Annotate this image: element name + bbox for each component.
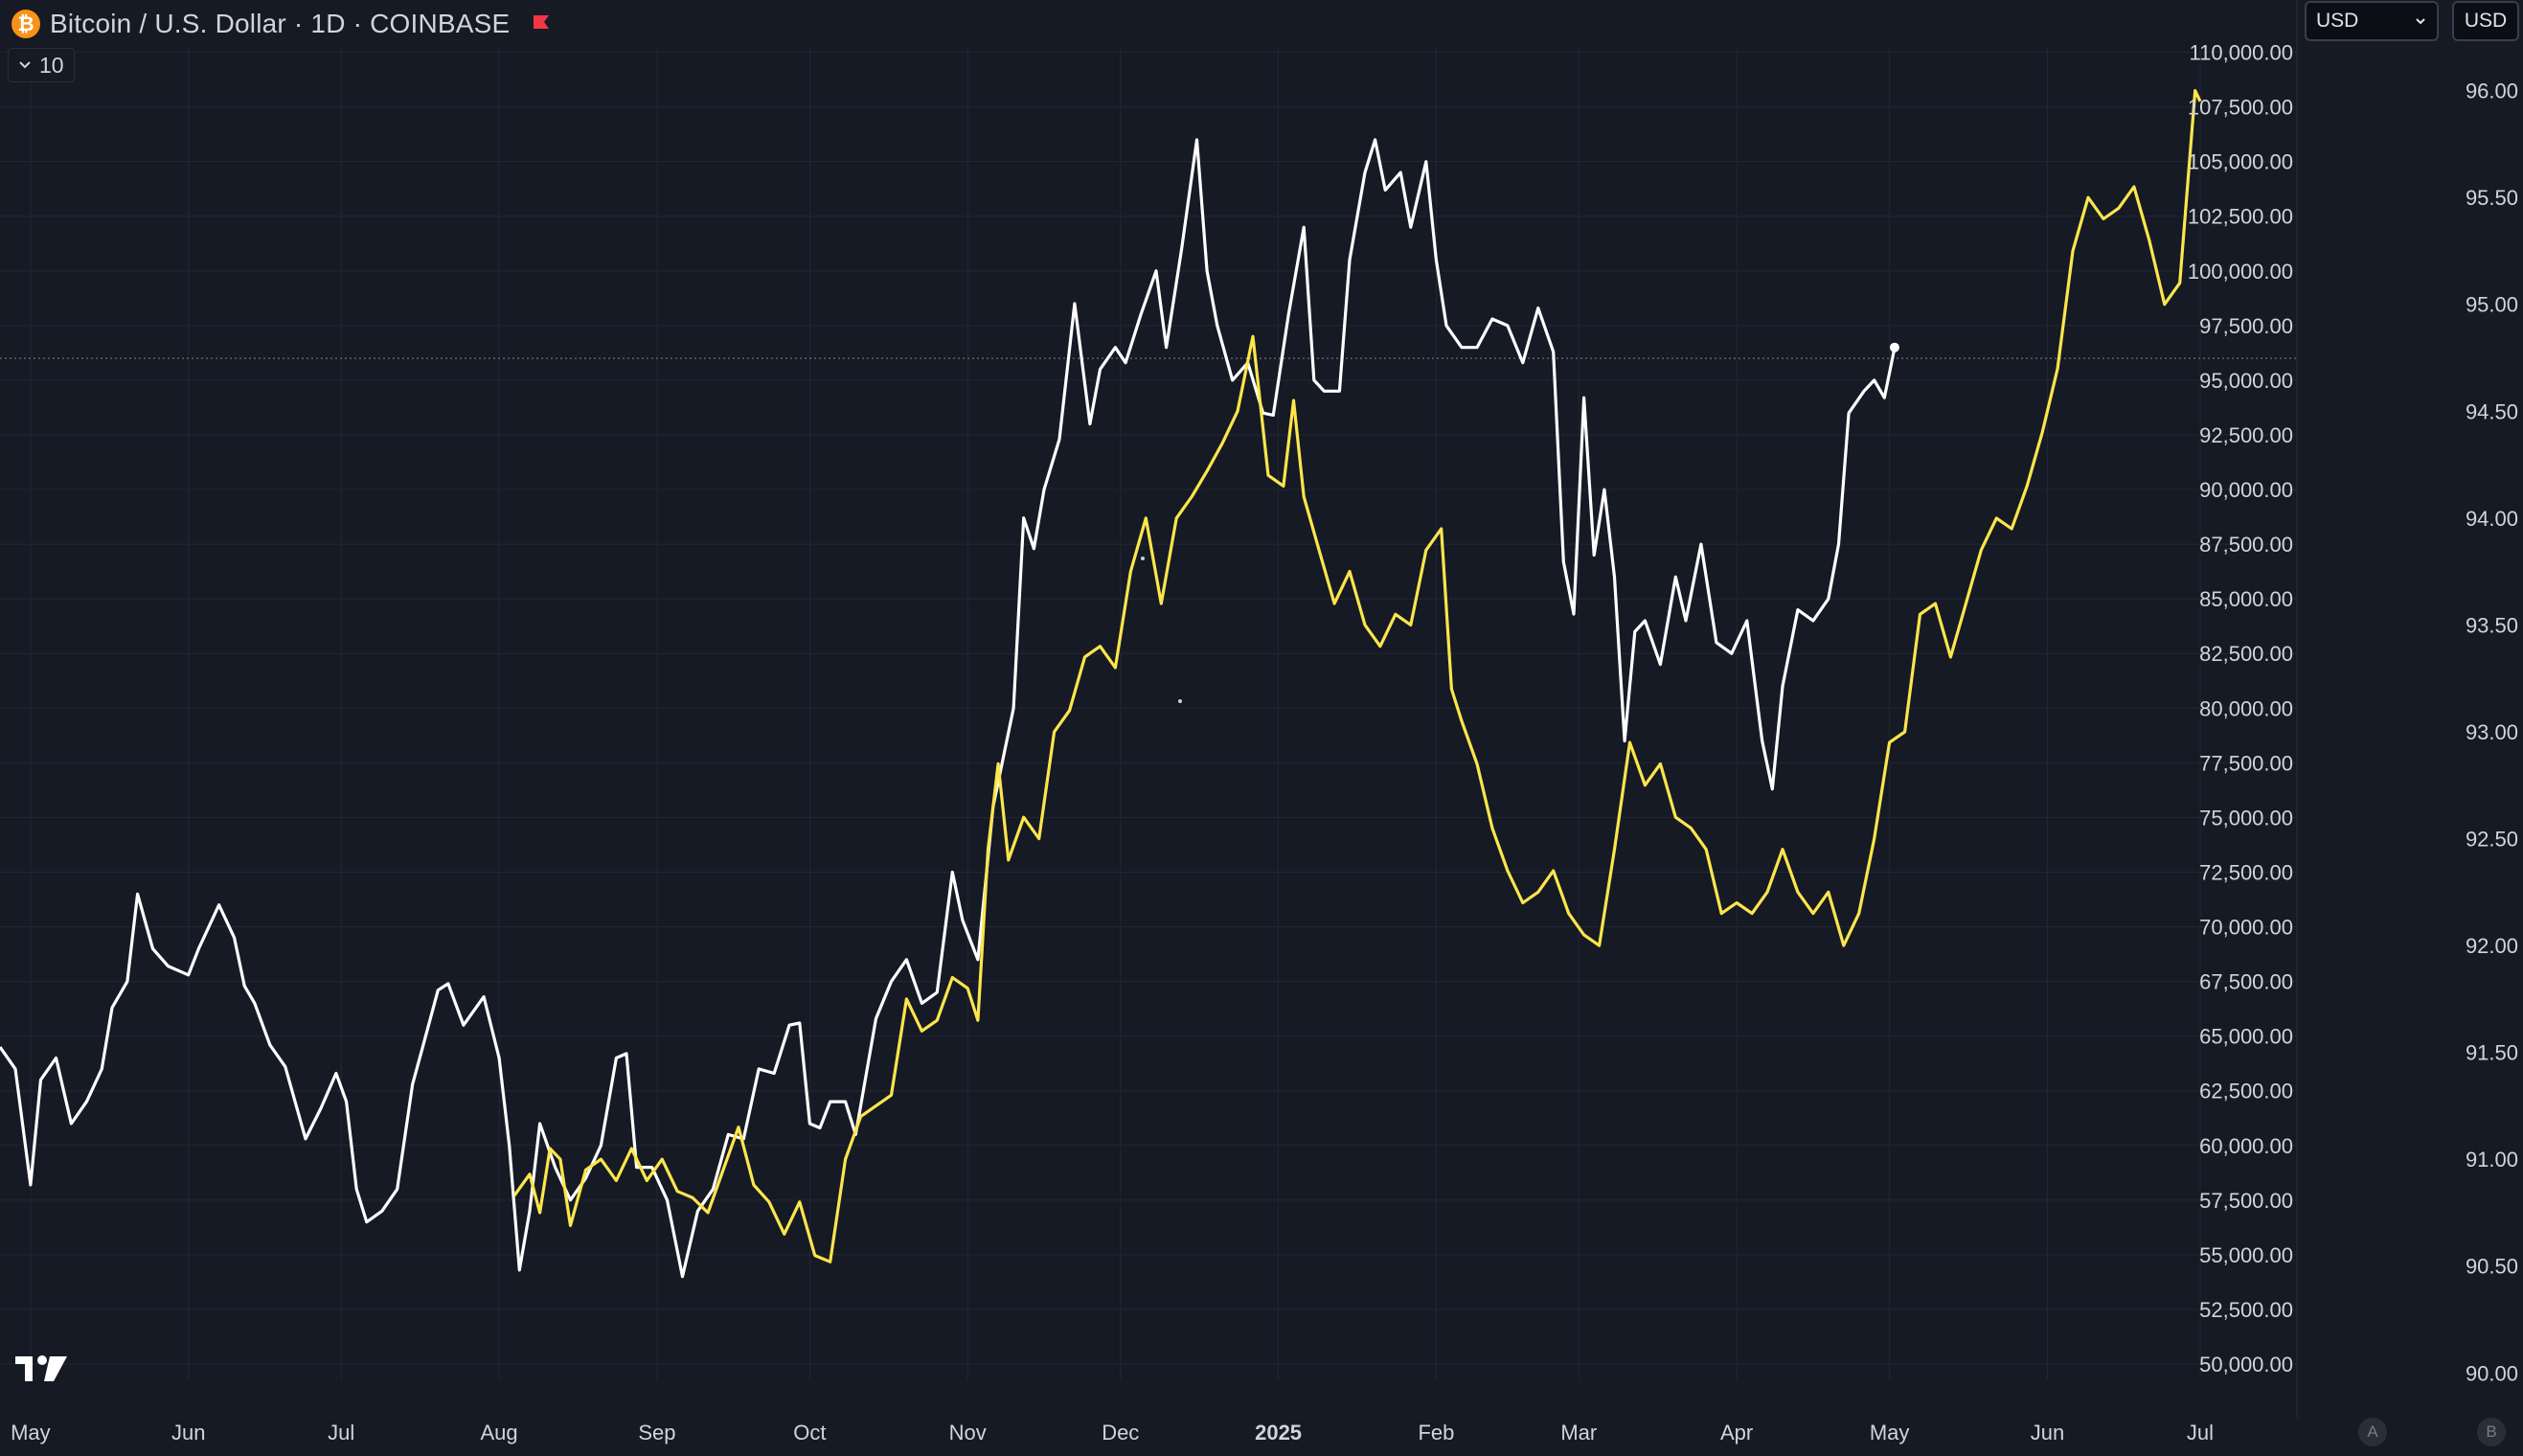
price-axis-tick: 75,000.00	[2199, 806, 2293, 830]
compare-axis-tick: 96.00	[2466, 80, 2518, 103]
time-axis-tick: May	[11, 1421, 51, 1445]
price-axis-tick: 50,000.00	[2199, 1353, 2293, 1376]
interval-label: 10	[39, 52, 64, 78]
price-axis-tick: 90,000.00	[2199, 478, 2293, 502]
price-axis-tick: 97,500.00	[2199, 314, 2293, 338]
compare-axis-tick: 93.00	[2466, 720, 2518, 744]
chevron-down-icon	[19, 61, 31, 69]
price-axis-tick: 60,000.00	[2199, 1134, 2293, 1158]
price-axis-tick: 52,500.00	[2199, 1298, 2293, 1322]
currency-select-value: USD	[2316, 10, 2359, 32]
tradingview-logo[interactable]	[13, 1353, 71, 1385]
last-point-marker	[1889, 342, 1899, 353]
price-axis-tick: 105,000.00	[2188, 150, 2293, 174]
price-axis-tick: 72,500.00	[2199, 860, 2293, 884]
scale-b-button[interactable]: B	[2477, 1418, 2506, 1446]
currency-select[interactable]: USD	[2305, 1, 2439, 41]
time-axis-tick: Jul	[328, 1421, 354, 1445]
compare-axis-tick: 90.00	[2466, 1361, 2518, 1385]
price-axis-tick: 100,000.00	[2188, 260, 2293, 284]
marker-dot	[1141, 557, 1145, 560]
time-axis-tick: May	[1870, 1421, 1910, 1445]
price-axis-tick: 55,000.00	[2199, 1243, 2293, 1267]
time-axis-tick: Jun	[2031, 1421, 2064, 1445]
compare-axis-tick: 91.00	[2466, 1148, 2518, 1172]
compare-axis-tick: 95.00	[2466, 293, 2518, 317]
time-axis-tick: Dec	[1102, 1421, 1139, 1445]
compare-axis-tick: 93.50	[2466, 613, 2518, 637]
price-axis-tick: 77,500.00	[2199, 751, 2293, 775]
grid-lines	[0, 48, 2297, 1379]
compare-axis-tick: 92.00	[2466, 934, 2518, 958]
symbol-header[interactable]: ₿ Bitcoin / U.S. Dollar · 1D · COINBASE	[0, 0, 552, 48]
price-axis-tick: 65,000.00	[2199, 1025, 2293, 1049]
time-axis-tick: Oct	[793, 1421, 826, 1445]
price-axis-tick: 102,500.00	[2188, 205, 2293, 229]
flag-icon[interactable]	[531, 13, 552, 34]
price-axis-tick: 92,500.00	[2199, 423, 2293, 447]
interval-button[interactable]: 10	[8, 48, 75, 82]
time-axis-tick: 2025	[1255, 1421, 1302, 1445]
marker-dot	[1178, 699, 1182, 703]
time-axis-tick: Feb	[1418, 1421, 1454, 1445]
price-axis-tick: 95,000.00	[2199, 369, 2293, 393]
price-axis-tick: 62,500.00	[2199, 1080, 2293, 1103]
price-axis-tick: 80,000.00	[2199, 696, 2293, 720]
price-axis-tick: 82,500.00	[2199, 642, 2293, 666]
time-axis-tick: Jun	[171, 1421, 205, 1445]
scale-a-button[interactable]: A	[2358, 1418, 2387, 1446]
comparison-series-line	[512, 88, 2202, 1263]
price-axis-tick: 67,500.00	[2199, 970, 2293, 994]
time-axis-tick: Sep	[638, 1421, 675, 1445]
price-axis-tick: 85,000.00	[2199, 587, 2293, 611]
time-axis-tick: Aug	[480, 1421, 517, 1445]
price-axis-tick: 70,000.00	[2199, 916, 2293, 940]
compare-axis-tick: 92.50	[2466, 828, 2518, 852]
time-axis-tick: Apr	[1720, 1421, 1753, 1445]
compare-axis-tick: 91.50	[2466, 1041, 2518, 1065]
compare-axis-tick: 90.50	[2466, 1255, 2518, 1279]
chevron-down-icon	[2416, 18, 2425, 25]
compare-axis-tick: 95.50	[2466, 186, 2518, 210]
symbol-title[interactable]: Bitcoin / U.S. Dollar · 1D · COINBASE	[50, 9, 511, 38]
time-axis-tick: Nov	[949, 1421, 987, 1445]
price-axis-tick: 110,000.00	[2190, 41, 2293, 65]
compare-axis-tick: 94.00	[2466, 507, 2518, 531]
time-axis-tick: Mar	[1560, 1421, 1597, 1445]
time-axis-tick: Jul	[2187, 1421, 2214, 1445]
currency-badge[interactable]: USD	[2452, 1, 2519, 41]
price-axis-tick: 87,500.00	[2199, 533, 2293, 557]
bitcoin-icon: ₿	[11, 10, 40, 38]
compare-axis-tick: 94.50	[2466, 399, 2518, 423]
price-axis-tick: 57,500.00	[2199, 1189, 2293, 1213]
price-axis-tick: 107,500.00	[2188, 96, 2293, 120]
